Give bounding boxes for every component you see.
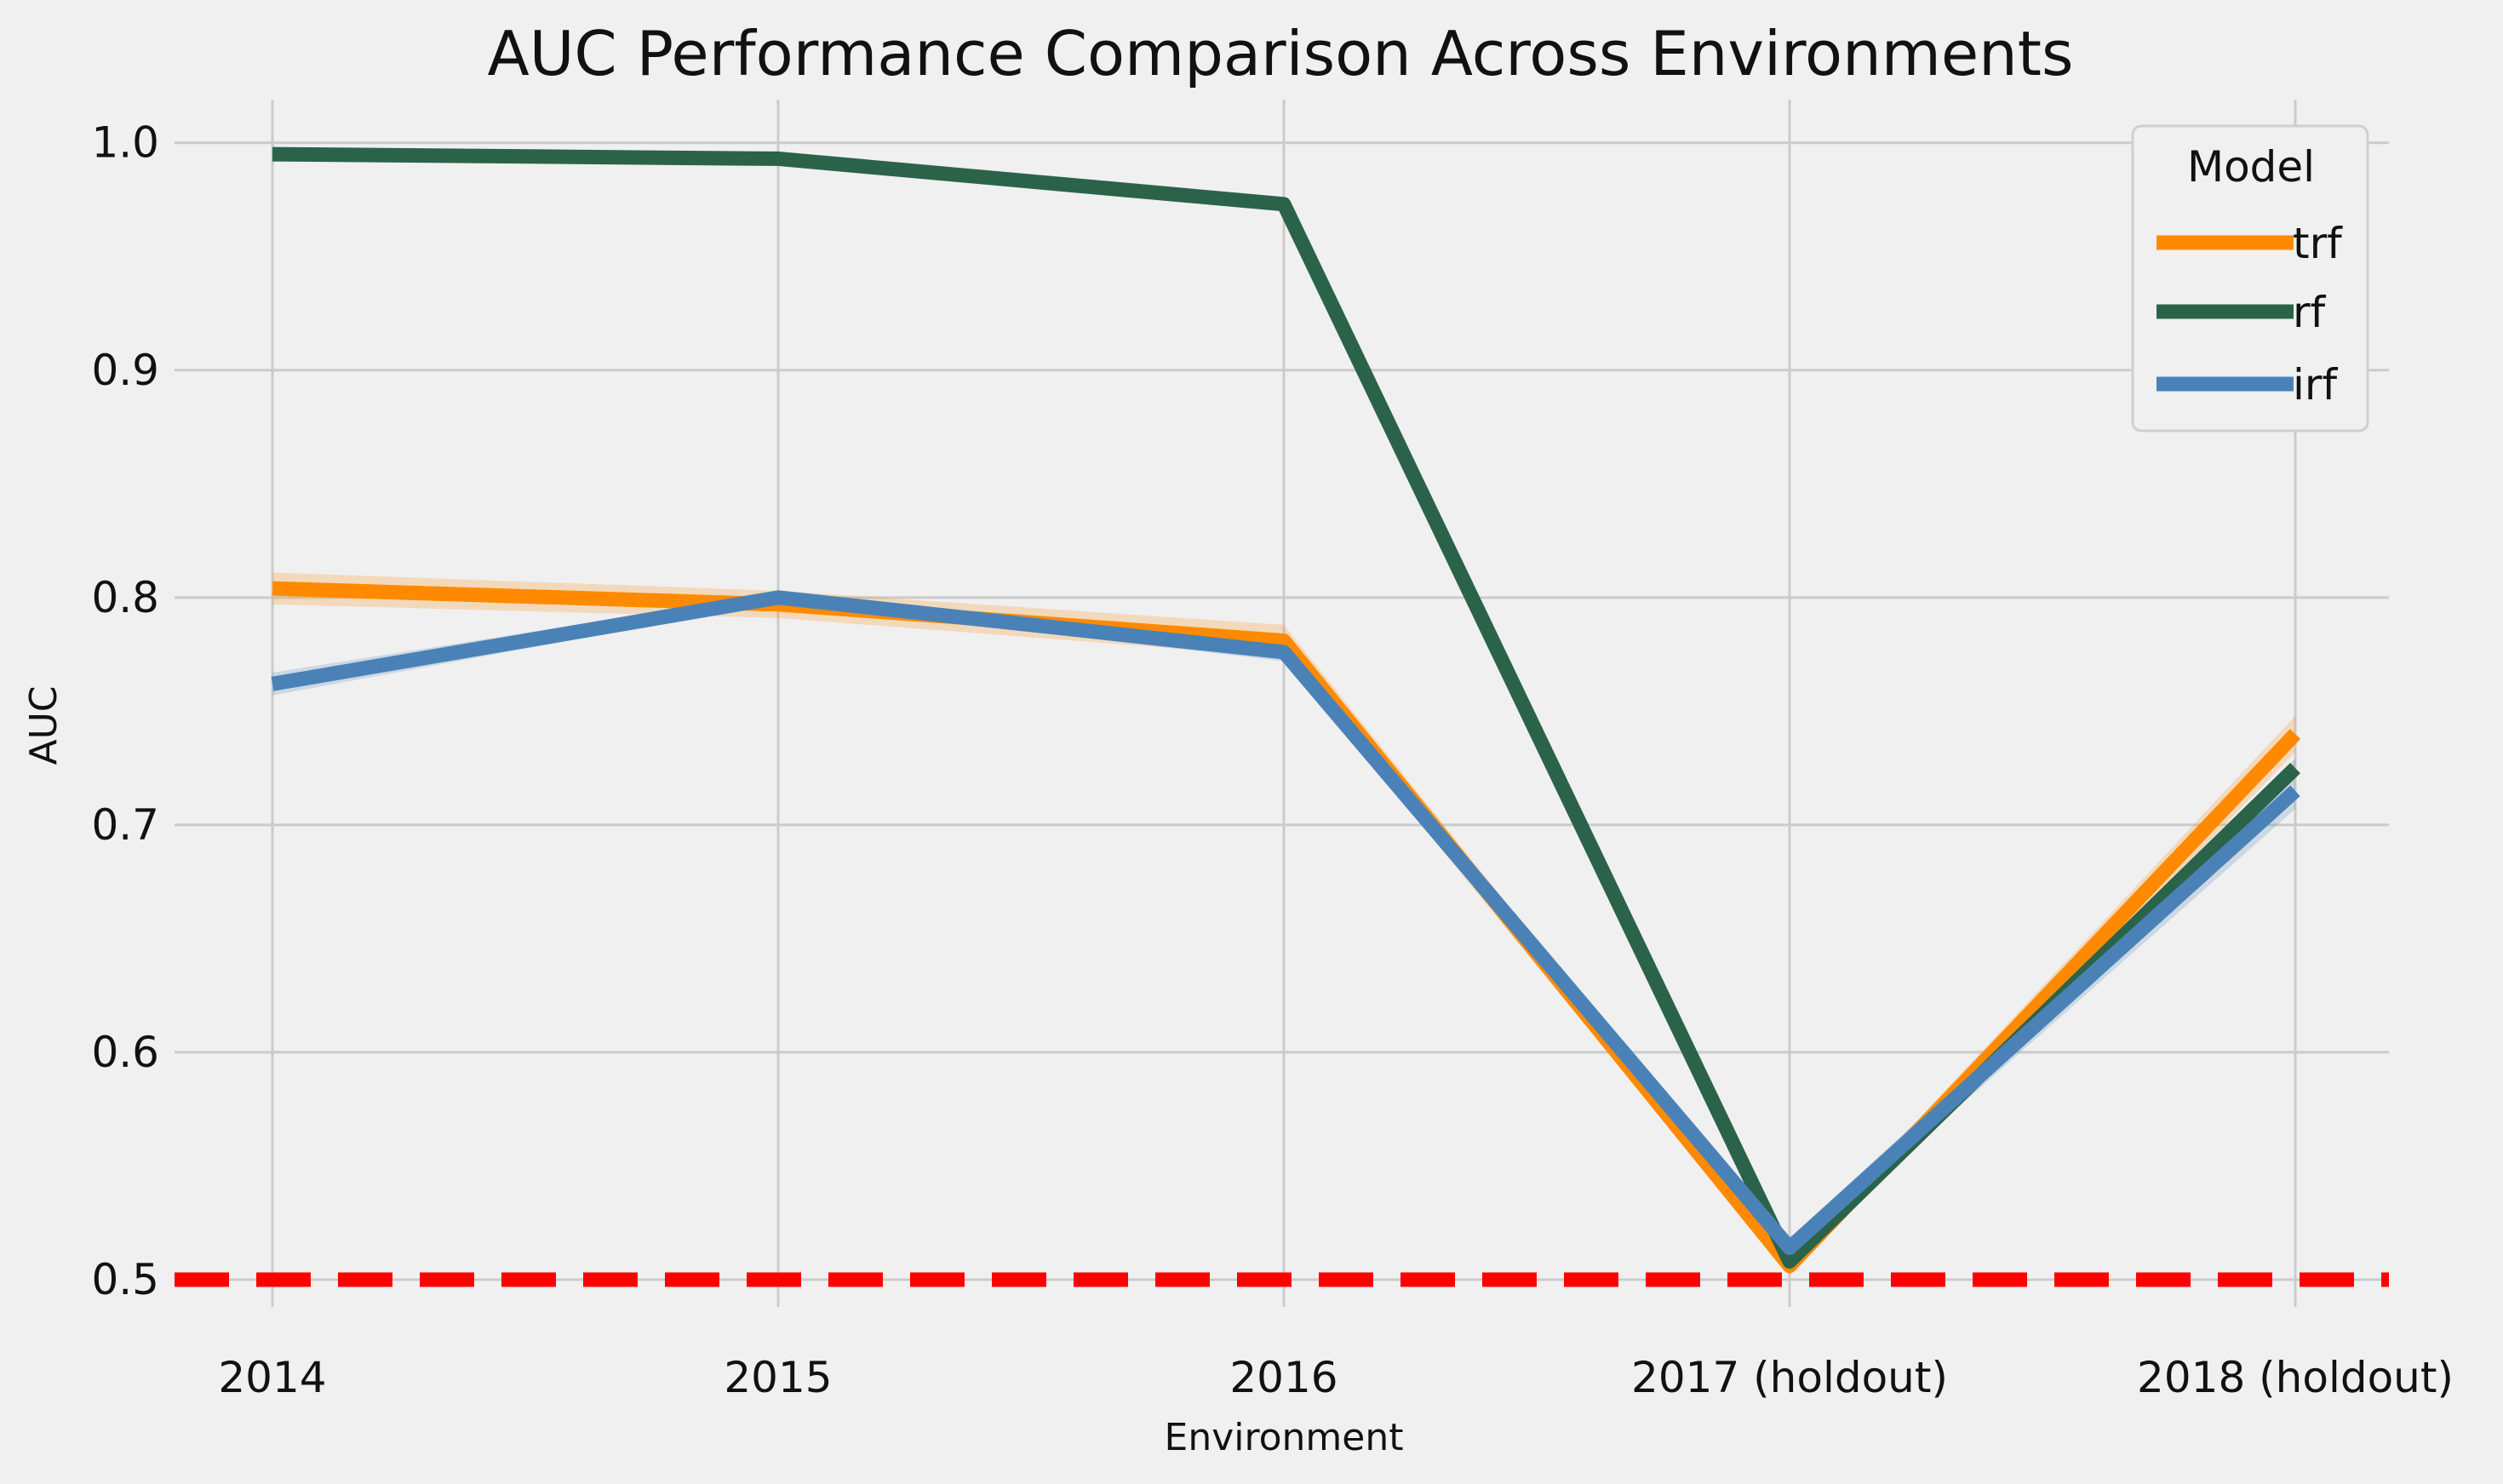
- x-tick-label: 2015: [724, 1353, 832, 1402]
- y-tick-label: 0.7: [91, 800, 159, 850]
- y-tick-label: 0.8: [91, 573, 159, 622]
- y-tick-label: 0.9: [91, 346, 159, 395]
- x-tick-label: 2018 (holdout): [2137, 1353, 2454, 1402]
- y-tick-label: 0.6: [91, 1028, 159, 1077]
- legend: Model trf rf irf: [2131, 124, 2369, 433]
- x-tick-label: 2014: [218, 1353, 326, 1402]
- legend-box: [2131, 124, 2369, 433]
- y-tick-label: 0.5: [91, 1255, 159, 1304]
- legend-title: Model: [2187, 142, 2315, 192]
- series-line-irf: [271, 590, 2300, 1256]
- legend-label-trf: trf: [2293, 219, 2343, 268]
- series-lines: [271, 146, 2301, 1274]
- y-axis-label: AUC: [22, 685, 66, 765]
- legend-label-rf: rf: [2293, 288, 2327, 337]
- tick-labels: 0.5 0.6 0.7 0.8 0.9 1.0 2014 2015 2016 2017 (hold…: [91, 118, 2454, 1402]
- y-tick-label: 1.0: [91, 118, 159, 168]
- x-axis-label: Environment: [1165, 1416, 1404, 1459]
- legend-label-irf: irf: [2293, 360, 2338, 410]
- x-tick-label: 2016: [1229, 1353, 1337, 1402]
- x-tick-label: 2017 (holdout): [1631, 1353, 1948, 1402]
- chart-title: AUC Performance Comparison Across Enviro…: [487, 18, 2073, 89]
